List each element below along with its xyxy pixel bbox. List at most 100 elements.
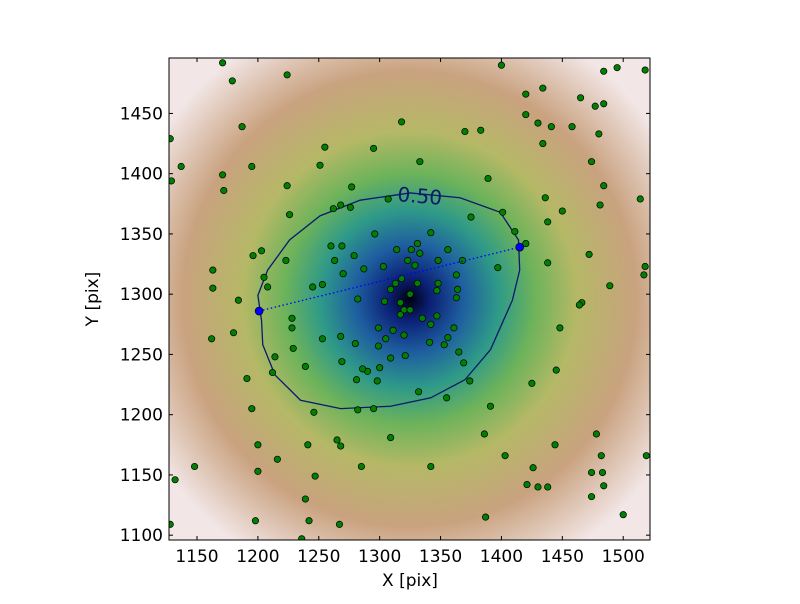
data-point xyxy=(387,285,395,293)
data-point xyxy=(522,90,530,98)
data-point xyxy=(191,462,199,471)
data-point xyxy=(585,250,593,258)
data-point xyxy=(606,282,614,290)
data-point xyxy=(251,517,260,525)
data-point xyxy=(529,464,537,472)
data-point xyxy=(373,377,381,385)
data-point xyxy=(305,517,313,525)
x-tick-label: 1250 xyxy=(297,547,340,567)
data-point xyxy=(389,326,397,334)
data-point xyxy=(454,285,462,293)
data-point xyxy=(257,247,266,255)
data-point xyxy=(587,468,596,477)
data-point xyxy=(406,290,414,298)
data-point xyxy=(587,493,596,501)
x-tick-label: 1450 xyxy=(541,547,584,567)
data-point xyxy=(286,211,294,219)
data-point xyxy=(466,377,474,385)
data-point xyxy=(229,329,238,337)
data-point xyxy=(354,295,362,303)
data-point xyxy=(595,130,603,138)
data-point xyxy=(318,280,326,289)
data-point xyxy=(169,177,175,185)
data-point xyxy=(335,520,344,528)
x-axis-label: X [pix] xyxy=(382,571,438,591)
data-point xyxy=(379,262,387,271)
data-point xyxy=(376,364,384,372)
data-point xyxy=(406,306,414,314)
data-point xyxy=(354,406,362,414)
data-point xyxy=(558,207,566,215)
data-point xyxy=(499,208,507,216)
data-point xyxy=(440,341,448,349)
data-point xyxy=(396,299,404,307)
frame xyxy=(168,57,651,541)
data-point xyxy=(327,242,335,250)
x-tick-label: 1200 xyxy=(236,547,279,567)
data-point xyxy=(177,162,185,171)
data-point xyxy=(547,123,555,131)
data-point xyxy=(338,242,346,250)
data-point xyxy=(374,342,382,350)
data-point xyxy=(427,320,435,328)
data-point xyxy=(321,143,329,151)
data-point xyxy=(636,195,644,203)
data-point xyxy=(427,462,435,471)
data-point xyxy=(380,297,389,305)
data-point xyxy=(407,246,415,254)
data-point xyxy=(552,366,560,374)
data-point xyxy=(352,376,361,384)
data-point xyxy=(360,265,368,273)
data-point xyxy=(444,246,452,254)
data-point xyxy=(288,324,296,332)
y-tick-label: 1200 xyxy=(120,406,163,426)
data-point xyxy=(254,467,262,475)
data-point xyxy=(416,249,424,257)
data-point xyxy=(426,338,434,346)
data-point xyxy=(539,84,547,92)
data-point xyxy=(452,271,460,279)
data-point xyxy=(289,344,297,352)
y-tick-label: 1250 xyxy=(120,345,163,365)
data-point xyxy=(171,476,179,484)
data-point xyxy=(486,402,495,410)
x-tick-label: 1400 xyxy=(480,547,523,567)
data-point xyxy=(357,462,365,471)
axes: 1150 1200 1250 1300 1350 1400 1450 1500 1100 1150… xyxy=(120,58,650,567)
data-point xyxy=(444,334,452,342)
data-point xyxy=(433,312,441,320)
x-tick-label: 1150 xyxy=(175,547,218,567)
data-point xyxy=(298,535,306,540)
data-point xyxy=(413,279,421,287)
data-point xyxy=(568,123,576,131)
data-point xyxy=(301,362,309,371)
data-point xyxy=(600,182,608,190)
data-point xyxy=(477,126,485,134)
data-point xyxy=(541,194,549,202)
plot-area: 0.50 xyxy=(169,59,650,540)
data-point xyxy=(370,144,378,152)
data-point xyxy=(391,279,400,287)
data-point xyxy=(497,61,505,69)
data-point xyxy=(641,262,649,271)
data-point xyxy=(370,405,378,413)
data-point xyxy=(238,123,246,131)
data-point xyxy=(450,324,458,332)
data-point xyxy=(346,203,354,211)
axis-point xyxy=(254,306,264,316)
data-point xyxy=(452,294,460,302)
data-point xyxy=(460,359,468,367)
data-point xyxy=(544,259,552,267)
data-point xyxy=(169,135,174,143)
y-tick-label: 1300 xyxy=(120,285,163,305)
data-point xyxy=(443,394,451,402)
x-tick-label: 1300 xyxy=(358,547,401,567)
data-point xyxy=(337,442,345,450)
data-point xyxy=(311,472,319,480)
data-point xyxy=(283,182,291,190)
data-point xyxy=(304,441,312,449)
data-point xyxy=(600,482,608,490)
data-point xyxy=(283,71,291,79)
data-point xyxy=(228,77,236,85)
